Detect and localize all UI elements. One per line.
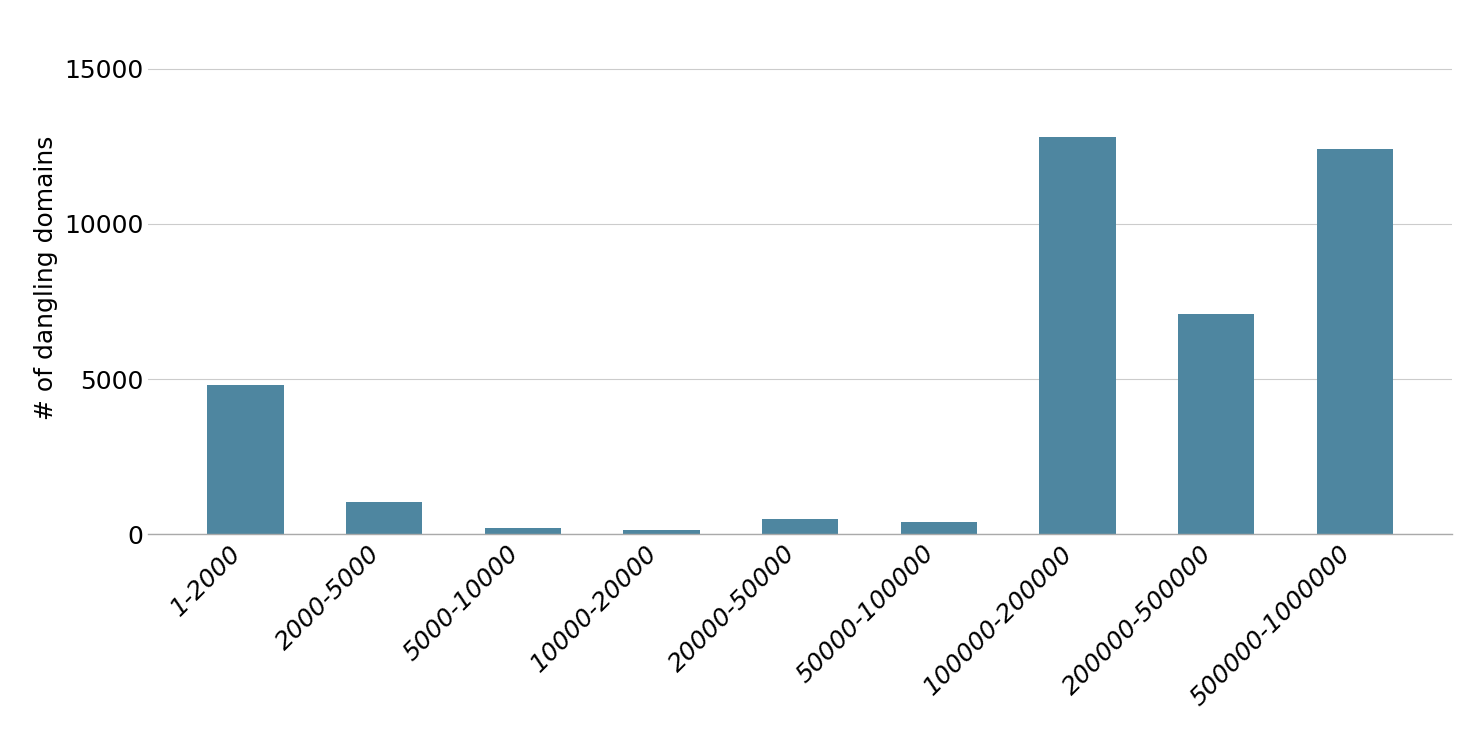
Bar bbox=[347, 502, 422, 534]
Bar bbox=[1317, 149, 1393, 534]
Bar bbox=[762, 519, 839, 534]
Y-axis label: # of dangling domains: # of dangling domains bbox=[34, 136, 58, 421]
Bar bbox=[624, 530, 700, 534]
Bar bbox=[901, 522, 977, 534]
Bar bbox=[1039, 137, 1116, 534]
Bar bbox=[485, 528, 562, 534]
Bar bbox=[1178, 314, 1254, 534]
Bar bbox=[207, 385, 283, 534]
